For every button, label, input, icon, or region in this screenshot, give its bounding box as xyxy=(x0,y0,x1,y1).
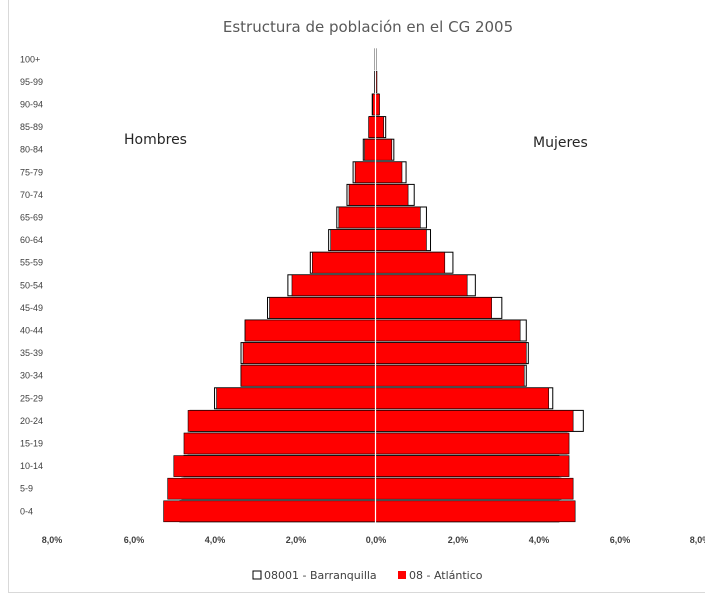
bar-atlantico-hombres-10-14 xyxy=(173,455,376,477)
bars-group xyxy=(163,48,584,523)
legend-label-barranquilla: 08001 - Barranquilla xyxy=(264,569,377,582)
x-tick-labels: 8,0% 6,0% 4,0% 2,0% 0,0% 2,0% 4,0% 6,0% 8,0% xyxy=(42,535,705,545)
bar-atlantico-hombres-40-44 xyxy=(244,319,376,342)
bar-atlantico-mujeres-30-34 xyxy=(375,364,525,387)
category-label-15-19: 15-19 xyxy=(20,439,43,449)
legend: 08001 - Barranquilla 08 - Atlántico xyxy=(252,569,483,582)
label-mujeres: Mujeres xyxy=(533,135,588,151)
legend-label-atlantico: 08 - Atlántico xyxy=(409,569,483,582)
bar-atlantico-mujeres-60-64 xyxy=(375,229,427,251)
x-tick-4: 0,0% xyxy=(366,535,387,545)
bar-atlantico-hombres-65-69 xyxy=(338,206,376,229)
category-labels: 0-4 5-9 10-14 15-19 20-24 25-29 30-34 35-39 40-4… xyxy=(20,54,43,516)
bar-atlantico-mujeres-20-24 xyxy=(375,410,574,432)
chart-frame xyxy=(8,0,705,593)
category-label-10-14: 10-14 xyxy=(20,461,43,471)
x-tick-3: 2,0% xyxy=(286,535,307,545)
bar-atlantico-mujeres-80-84 xyxy=(375,138,393,161)
bar-atlantico-hombres-25-29 xyxy=(216,387,376,410)
category-label-100+: 100+ xyxy=(20,54,40,64)
category-label-65-69: 65-69 xyxy=(20,213,43,223)
bar-atlantico-mujeres-50-54 xyxy=(375,274,468,297)
category-label-85-89: 85-89 xyxy=(20,122,43,132)
bar-atlantico-hombres-80-84 xyxy=(364,138,376,161)
bar-atlantico-mujeres-35-39 xyxy=(375,342,527,364)
category-label-80-84: 80-84 xyxy=(20,145,43,155)
bar-atlantico-mujeres-90-94 xyxy=(375,93,380,116)
category-label-20-24: 20-24 xyxy=(20,416,43,426)
category-label-50-54: 50-54 xyxy=(20,280,43,290)
label-hombres: Hombres xyxy=(124,132,187,148)
bar-atlantico-hombres-5-9 xyxy=(167,477,376,500)
bar-atlantico-mujeres-40-44 xyxy=(375,319,521,342)
x-tick-6: 4,0% xyxy=(529,535,550,545)
x-tick-5: 2,0% xyxy=(448,535,469,545)
category-label-35-39: 35-39 xyxy=(20,348,43,358)
bar-atlantico-mujeres-25-29 xyxy=(375,387,549,410)
bar-atlantico-mujeres-5-9 xyxy=(375,477,574,500)
bar-atlantico-hombres-75-79 xyxy=(354,161,376,184)
bar-atlantico-mujeres-55-59 xyxy=(375,251,446,274)
bar-atlantico-hombres-35-39 xyxy=(242,342,376,364)
category-label-60-64: 60-64 xyxy=(20,235,43,245)
category-label-45-49: 45-49 xyxy=(20,303,43,313)
bar-atlantico-mujeres-10-14 xyxy=(375,455,570,477)
x-tick-0: 8,0% xyxy=(42,535,63,545)
bar-atlantico-mujeres-0-4 xyxy=(375,500,576,523)
bar-atlantico-hombres-45-49 xyxy=(269,297,376,319)
category-label-0-4: 0-4 xyxy=(20,506,33,516)
category-label-90-94: 90-94 xyxy=(20,100,43,110)
category-label-55-59: 55-59 xyxy=(20,258,43,268)
category-label-30-34: 30-34 xyxy=(20,371,43,381)
x-tick-7: 6,0% xyxy=(610,535,631,545)
bar-atlantico-hombres-30-34 xyxy=(240,364,376,387)
bar-atlantico-mujeres-75-79 xyxy=(375,161,403,184)
bar-atlantico-hombres-60-64 xyxy=(330,229,376,251)
category-label-40-44: 40-44 xyxy=(20,326,43,336)
bar-atlantico-hombres-55-59 xyxy=(312,251,376,274)
bar-atlantico-mujeres-65-69 xyxy=(375,206,421,229)
bar-atlantico-hombres-0-4 xyxy=(163,500,376,523)
category-label-75-79: 75-79 xyxy=(20,167,43,177)
bar-atlantico-hombres-70-74 xyxy=(348,184,376,206)
legend-swatch-barranquilla xyxy=(252,570,262,580)
category-label-70-74: 70-74 xyxy=(20,190,43,200)
bar-atlantico-hombres-20-24 xyxy=(187,410,376,432)
x-tick-1: 6,0% xyxy=(124,535,145,545)
bar-atlantico-mujeres-15-19 xyxy=(375,432,570,455)
bar-atlantico-mujeres-85-89 xyxy=(375,116,384,138)
legend-swatch-atlantico xyxy=(398,571,406,579)
x-tick-8: 8,0% xyxy=(690,535,705,545)
bar-atlantico-hombres-50-54 xyxy=(291,274,376,297)
bar-atlantico-hombres-85-89 xyxy=(368,116,376,138)
bar-atlantico-mujeres-70-74 xyxy=(375,184,409,206)
category-label-5-9: 5-9 xyxy=(20,484,33,494)
category-label-95-99: 95-99 xyxy=(20,77,43,87)
bar-atlantico-hombres-15-19 xyxy=(183,432,376,455)
category-label-25-29: 25-29 xyxy=(20,393,43,403)
bar-atlantico-mujeres-45-49 xyxy=(375,297,492,319)
chart-title: Estructura de población en el CG 2005 xyxy=(223,18,513,36)
x-tick-2: 4,0% xyxy=(205,535,226,545)
